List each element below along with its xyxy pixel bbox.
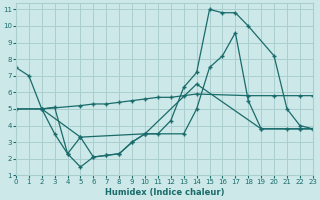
X-axis label: Humidex (Indice chaleur): Humidex (Indice chaleur) bbox=[105, 188, 224, 197]
